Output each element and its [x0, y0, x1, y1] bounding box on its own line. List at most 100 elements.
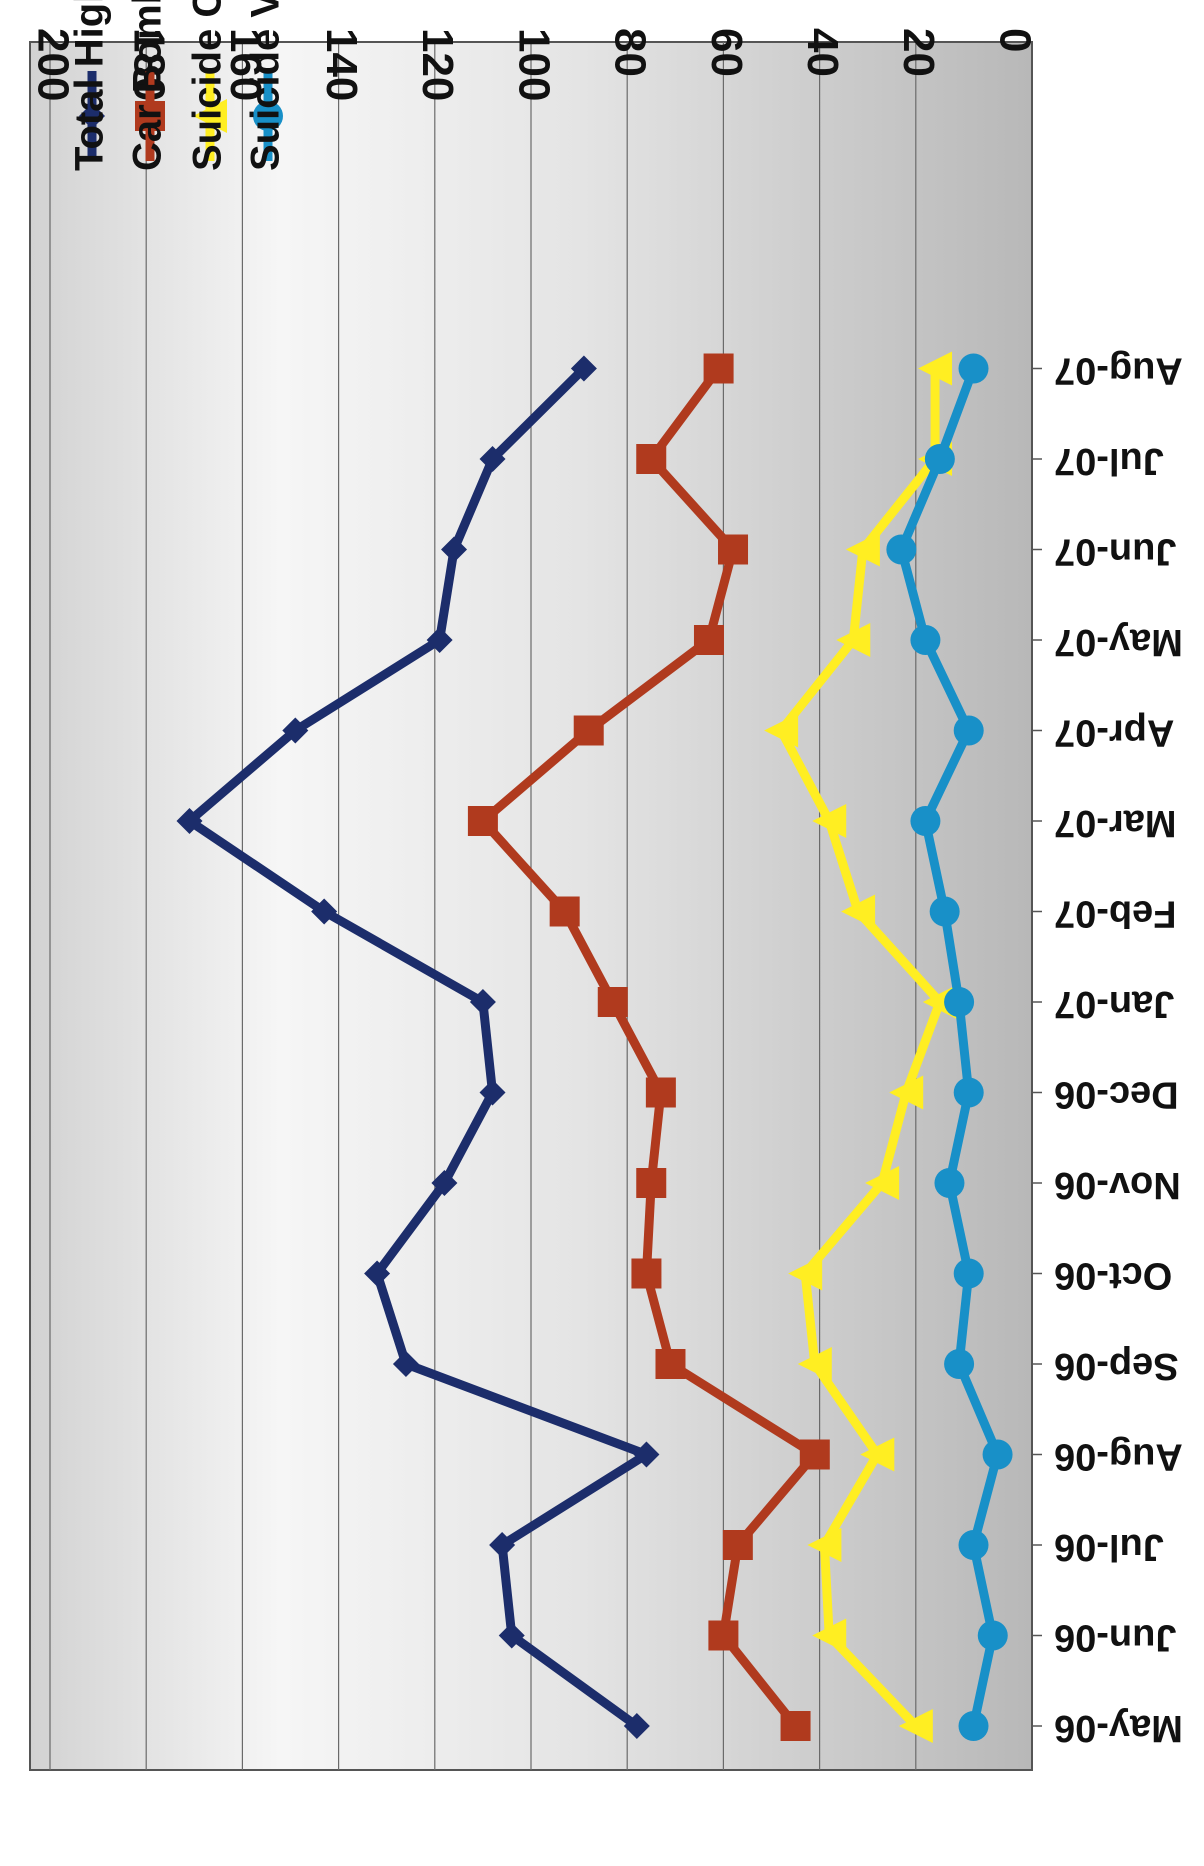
category-label: Jul-07	[1054, 440, 1164, 482]
circle-marker	[253, 101, 283, 131]
category-label: Jul-06	[1054, 1526, 1164, 1568]
category-label: Jun-07	[1054, 530, 1176, 572]
triangle-marker	[889, 1075, 924, 1110]
square-marker	[135, 101, 165, 131]
triangle-marker	[807, 1528, 842, 1562]
circle-marker	[958, 353, 989, 384]
square-marker	[631, 1258, 662, 1289]
legend-entry-1: Car Bomb	[126, 0, 170, 171]
series-3	[886, 353, 1013, 1741]
square-marker	[703, 353, 734, 384]
circle-marker	[910, 625, 941, 655]
triangle-marker	[860, 1437, 895, 1472]
triangle-marker	[788, 1256, 823, 1291]
circle-marker	[982, 1439, 1013, 1470]
series-0	[176, 355, 660, 1739]
diamond-marker	[426, 627, 453, 653]
circle-marker	[953, 1258, 984, 1289]
square-marker	[655, 1349, 686, 1379]
series-1	[467, 353, 830, 1741]
series-layer	[176, 351, 1013, 1743]
square-marker	[718, 534, 749, 565]
triangle-marker	[797, 1347, 832, 1381]
circle-marker	[944, 1349, 975, 1379]
axes: 020406080100120140160180200May-06Jun-06J…	[28, 28, 1182, 1749]
diamond-marker	[176, 808, 203, 834]
square-marker	[645, 1077, 676, 1108]
square-marker	[799, 1439, 830, 1470]
square-marker	[780, 1711, 811, 1741]
category-label: Aug-06	[1054, 1435, 1183, 1477]
square-marker	[573, 715, 604, 746]
diamond-marker	[623, 1713, 650, 1739]
value-tick-label: 40	[798, 28, 847, 77]
circle-marker	[934, 1168, 965, 1198]
legend-entry-0: Total High Profile Attacks	[68, 0, 112, 171]
series-line	[478, 365, 820, 1729]
square-marker	[636, 444, 667, 474]
triangle-marker	[812, 804, 847, 838]
value-tick-label: 200	[28, 28, 77, 101]
diamond-marker	[489, 1532, 516, 1558]
circle-marker	[886, 534, 917, 565]
category-label: Jun-06	[1054, 1616, 1176, 1658]
circle-marker	[958, 1530, 989, 1560]
legend-label: Suicide Car Bomb	[186, 0, 230, 171]
circle-marker	[958, 1711, 989, 1741]
series-line	[896, 366, 1003, 1727]
diamond-marker	[469, 989, 496, 1015]
diamond-marker	[364, 1260, 391, 1287]
gridlines	[49, 42, 917, 1770]
diamond-marker	[282, 717, 309, 744]
diamond-marker	[479, 446, 506, 472]
triangle-marker	[845, 532, 880, 567]
category-label: Mar-07	[1054, 802, 1177, 844]
circle-marker	[953, 715, 984, 746]
value-tick-label: 0	[990, 28, 1039, 52]
triangle-marker	[898, 1709, 933, 1743]
value-tick-label: 20	[894, 28, 943, 77]
legend: Total High Profile Attacks Car Bomb Suicid…	[68, 0, 288, 171]
square-marker	[597, 987, 628, 1017]
diamond-marker	[498, 1622, 525, 1649]
diamond-marker	[633, 1441, 660, 1468]
legend-entry-2: Suicide Car Bomb	[186, 0, 230, 171]
triangle-marker	[764, 713, 799, 748]
legend-label: Suicide Vest	[244, 0, 288, 171]
triangle-marker	[918, 351, 953, 386]
legend-entry-3: Suicide Vest	[244, 0, 288, 171]
category-label: Aug-07	[1054, 349, 1183, 391]
circle-marker	[929, 896, 960, 927]
category-label: Oct-06	[1054, 1254, 1172, 1296]
square-marker	[467, 806, 498, 836]
rotated-chart-frame: 020406080100120140160180200May-06Jun-06J…	[28, 0, 1183, 1771]
diamond-marker	[441, 536, 468, 563]
triangle-marker	[841, 894, 876, 929]
diamond-marker	[570, 355, 597, 382]
category-label: Feb-07	[1054, 892, 1176, 934]
value-tick-label: 80	[606, 28, 655, 77]
series-line	[776, 368, 945, 1730]
circle-marker	[924, 444, 955, 474]
category-label: Sep-06	[1054, 1345, 1179, 1387]
diamond-marker	[311, 898, 338, 925]
value-tick-label: 60	[702, 28, 751, 77]
circle-marker	[910, 806, 941, 836]
value-tick-label: 100	[509, 28, 558, 101]
category-label: Dec-06	[1054, 1073, 1179, 1115]
triangle-marker	[812, 1618, 847, 1653]
circle-marker	[977, 1620, 1008, 1651]
value-tick-label: 160	[221, 28, 270, 101]
circle-marker	[953, 1077, 984, 1108]
category-label: Jan-07	[1054, 983, 1174, 1025]
category-label: Apr-07	[1054, 711, 1174, 753]
diamond-marker	[431, 1170, 458, 1196]
square-marker	[708, 1620, 739, 1651]
square-marker	[693, 625, 724, 655]
triangle-marker	[836, 623, 871, 657]
value-tick-label: 140	[317, 28, 366, 101]
category-label: May-07	[1054, 621, 1183, 663]
diamond-marker	[79, 103, 105, 129]
